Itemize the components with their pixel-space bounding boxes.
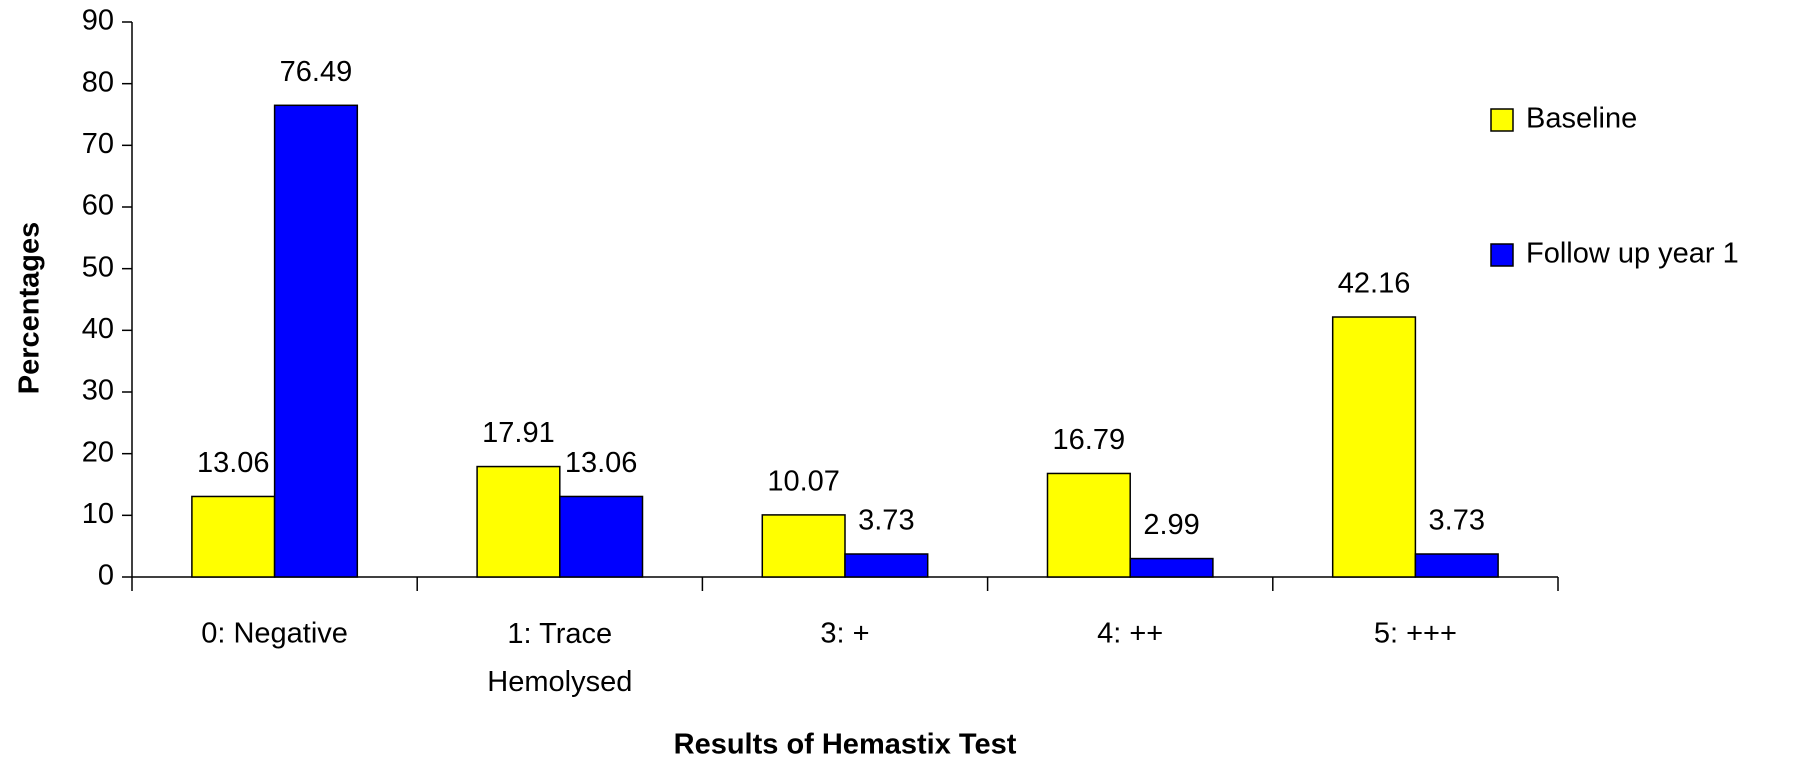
y-tick-label: 10 (82, 498, 114, 530)
data-label: 17.91 (482, 417, 555, 449)
bar (559, 495, 644, 578)
y-tick-label: 70 (82, 128, 114, 160)
x-axis-title: Results of Hemastix Test (674, 729, 1017, 761)
bar (476, 465, 561, 578)
y-tick-label: 40 (82, 313, 114, 345)
bar (1046, 472, 1131, 578)
y-tick-label: 90 (82, 5, 114, 37)
y-tick-label: 80 (82, 66, 114, 98)
data-label: 2.99 (1143, 509, 1199, 541)
y-tick-label: 0 (98, 560, 114, 592)
y-tick-label: 30 (82, 375, 114, 407)
x-tick-label: 1: Trace Hemolysed (487, 618, 632, 698)
data-label: 76.49 (280, 56, 353, 88)
data-label: 16.79 (1053, 424, 1126, 456)
x-tick-label: 0: Negative (201, 618, 348, 650)
data-label: 13.06 (197, 447, 270, 479)
bar (761, 514, 846, 578)
bar (844, 553, 929, 578)
bar (273, 104, 359, 578)
x-tick-label: 5: +++ (1374, 618, 1457, 650)
y-tick-label: 50 (82, 251, 114, 283)
data-label: 3.73 (1429, 505, 1485, 537)
bar (1414, 553, 1499, 578)
data-label: 13.06 (565, 447, 638, 479)
legend-swatch (1490, 108, 1514, 132)
y-axis-title: Percentages (14, 222, 46, 395)
bar (1331, 316, 1417, 578)
x-tick-label: 3: + (820, 618, 869, 650)
y-tick-label: 20 (82, 436, 114, 468)
legend-swatch (1490, 243, 1514, 267)
legend-label: Follow up year 1 (1526, 238, 1739, 270)
data-label: 10.07 (767, 466, 840, 498)
legend-label: Baseline (1526, 103, 1637, 135)
x-tick-label: 4: ++ (1097, 618, 1163, 650)
bar (1129, 557, 1214, 578)
bar (191, 495, 276, 578)
data-label: 3.73 (858, 505, 914, 537)
y-tick-label: 60 (82, 190, 114, 222)
data-label: 42.16 (1338, 268, 1411, 300)
